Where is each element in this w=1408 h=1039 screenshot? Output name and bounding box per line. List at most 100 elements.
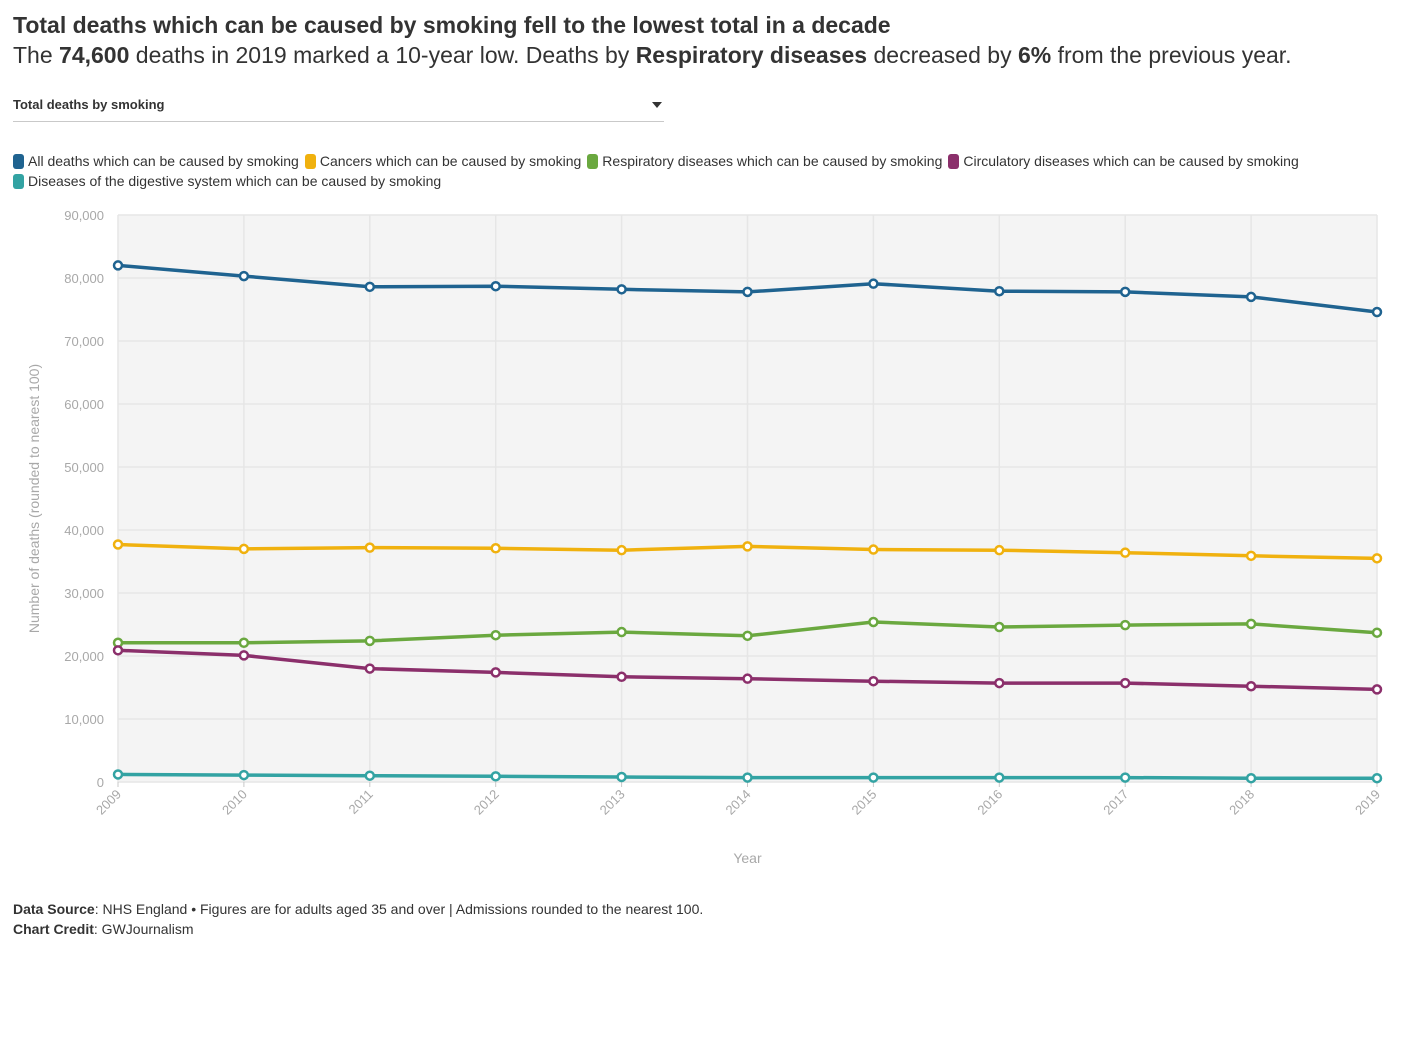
data-point [1119,286,1131,298]
y-tick-label: 40,000 [64,523,104,538]
data-point [1371,627,1383,638]
dropdown-selected-value: Total deaths by smoking [13,97,165,112]
data-source-text: : NHS England • Figures are for adults a… [94,901,704,917]
data-point [742,541,753,552]
data-point [490,629,501,641]
y-axis-title: Number of deaths (rounded to nearest 100… [26,364,42,633]
y-tick-label: 90,000 [64,208,104,223]
x-tick-label: 2012 [471,787,502,818]
data-point [742,772,753,783]
series-all-deaths-which-can-be-caused-by-smoking [112,260,1383,318]
data-point [112,769,124,780]
series-cancers-which-can-be-caused-by-smoking [112,539,1383,564]
data-point [490,667,501,678]
data-point [238,650,250,661]
data-point [994,772,1005,783]
data-point [1245,550,1257,562]
data-point [238,637,250,649]
data-point [1245,680,1257,692]
data-point [868,616,879,628]
data-point [364,770,376,781]
data-point [994,285,1005,297]
data-point [1119,677,1131,689]
x-tick-label: 2010 [219,787,250,818]
y-tick-label: 10,000 [64,712,104,727]
data-point [238,543,250,555]
data-point [868,544,879,555]
legend-swatch [13,174,24,189]
legend-item-cancers-which-can-be-caused-by-smoking[interactable]: Cancers which can be caused by smoking [304,151,581,171]
data-point [742,673,753,684]
data-point [616,284,627,295]
x-tick-label: 2019 [1352,787,1383,818]
data-point [1119,772,1131,783]
x-tick-label: 2011 [346,787,376,817]
data-point [1245,772,1257,784]
data-point [1371,684,1383,695]
y-tick-label: 80,000 [64,271,104,286]
data-point [742,286,753,298]
x-tick-label: 2009 [93,787,124,818]
x-tick-label: 2015 [848,787,879,818]
data-point [994,621,1005,633]
legend-item-respiratory-diseases-which-can-be-caused-by-smoking[interactable]: Respiratory diseases which can be caused… [587,151,942,171]
data-source-label: Data Source [13,901,95,917]
subtitle-highlight-percent: 6% [1017,42,1052,68]
data-point [364,635,376,647]
data-point [1119,619,1131,631]
series-respiratory-diseases-which-can-be-caused-by-smoking [112,616,1383,649]
data-point [112,645,124,656]
x-axis-title: Year [733,850,762,866]
legend-swatch [304,154,316,169]
chart-footer: Data Source: NHS England • Figures are f… [13,899,703,939]
data-point [1245,618,1257,630]
y-tick-label: 50,000 [64,460,104,475]
data-point [238,769,250,781]
data-point [616,626,627,638]
data-point [238,270,250,282]
data-point [364,281,376,293]
chart-subtitle: The 74,600 deaths in 2019 marked a 10-ye… [13,42,1292,69]
data-point [1371,553,1383,564]
line-chart: 0 10,000 20,000 30,000 40,000 50,000 60,000 70,… [26,208,1383,866]
chart-credit-line: Chart Credit: GWJournalism [13,919,703,939]
x-tick-label: 2018 [1226,787,1257,818]
data-point [994,677,1005,689]
x-tick-label: 2017 [1100,787,1131,818]
legend-item-diseases-of-the-digestive-system-which-can-be-caused-by-smoking[interactable]: Diseases of the digestive system which c… [13,171,441,191]
data-point [490,280,501,292]
dataset-dropdown[interactable]: Total deaths by smoking [13,94,664,122]
data-point [364,663,376,674]
y-tick-label: 0 [97,775,104,790]
legend-label: Respiratory diseases which can be caused… [602,153,943,169]
legend-label: Circulatory diseases which can be caused… [963,153,1299,169]
legend-item-circulatory-diseases-which-can-be-caused-by-smoking[interactable]: Circulatory diseases which can be caused… [948,151,1299,171]
legend-swatch [587,154,599,169]
data-point [1119,547,1131,558]
y-tick-label: 30,000 [64,586,104,601]
data-point [868,278,879,289]
legend-label: Diseases of the digestive system which c… [28,173,442,189]
chart-credit-text: : GWJournalism [93,921,194,937]
data-point [1371,306,1383,318]
legend-label: All deaths which can be caused by smokin… [28,153,299,169]
subtitle-text-3: decreased by [867,42,1018,68]
subtitle-text-1: The [13,42,60,68]
series-diseases-of-the-digestive-system-which-can-be-caused-by-smoking [112,769,1383,784]
chart-legend: All deaths which can be caused by smokin… [13,151,1398,191]
subtitle-highlight-category: Respiratory diseases [635,42,868,68]
data-point [112,539,124,550]
y-tick-label: 20,000 [64,649,104,664]
data-point [994,544,1005,556]
caret-down-icon [652,102,662,108]
data-point [490,543,501,554]
subtitle-text-4: from the previous year. [1051,42,1292,68]
chart-title: Total deaths which can be caused by smok… [13,12,891,38]
data-point [112,260,124,271]
x-tick-label: 2014 [723,787,754,818]
legend-swatch [13,154,24,169]
data-point [490,771,501,782]
legend-swatch [948,154,960,169]
legend-item-all-deaths-which-can-be-caused-by-smoking[interactable]: All deaths which can be caused by smokin… [13,151,299,171]
data-source-line: Data Source: NHS England • Figures are f… [13,899,703,919]
